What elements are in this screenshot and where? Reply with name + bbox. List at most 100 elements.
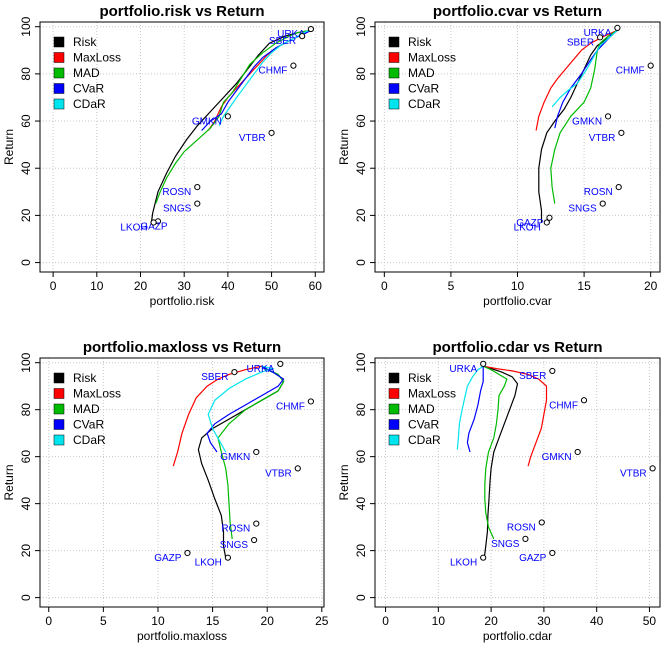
x-tick-label: 20	[484, 614, 498, 628]
asset-point-sngs	[599, 200, 606, 207]
asset-label-lkoh: LKOH	[195, 558, 222, 569]
x-tick-label: 10	[151, 614, 165, 628]
y-tick-label: 100	[354, 352, 368, 372]
asset-label-vtbr: VTBR	[589, 133, 616, 144]
legend-swatch	[53, 98, 65, 110]
chart-title: portfolio.maxloss vs Return	[83, 339, 281, 356]
legend-swatch	[388, 98, 400, 110]
asset-point-vtbr	[268, 129, 275, 136]
series-line-mad	[550, 29, 618, 204]
y-tick-label: 60	[19, 450, 33, 464]
asset-label-chmf: CHMF	[259, 66, 288, 77]
legend-swatch	[388, 83, 400, 94]
asset-label-sngs: SNGS	[568, 204, 597, 215]
y-tick-label: 40	[19, 497, 33, 511]
series-line-cdar	[218, 29, 312, 127]
asset-label-vtbr: VTBR	[265, 468, 292, 479]
asset-label-sngs: SNGS	[491, 539, 520, 550]
x-tick-label: 20	[261, 614, 275, 628]
legend-entry: MaxLoss	[408, 387, 456, 401]
asset-point-gmkn	[574, 448, 581, 456]
legend-swatch	[53, 403, 65, 415]
legend-swatch	[388, 434, 400, 446]
asset-label-vtbr: VTBR	[239, 133, 266, 144]
x-tick-label: 15	[577, 279, 591, 293]
series-line-risk	[150, 29, 312, 223]
asset-point-urka	[277, 360, 284, 367]
series-line-cdar	[207, 365, 276, 453]
asset-label-gmkn: GMKN	[572, 116, 602, 127]
x-tick-label: 0	[381, 279, 388, 293]
asset-label-lkoh: LKOH	[450, 558, 477, 569]
asset-point-urka	[307, 25, 314, 33]
y-tick-label: 0	[354, 259, 368, 266]
y-tick-label: 20	[19, 544, 33, 558]
y-tick-label: 20	[354, 544, 368, 558]
asset-point-gmkn	[253, 448, 260, 456]
asset-point-lkoh	[224, 554, 231, 561]
chart-panel-4: 0 10 20 30 40 50 0 20 40 60 80 100 portfolio.cdar vs…	[337, 339, 661, 643]
x-tick-label: 40	[590, 614, 604, 628]
plot-frame	[374, 357, 661, 608]
x-tick-label: 60	[309, 279, 323, 293]
asset-point-sber	[231, 368, 238, 376]
asset-point-sngs	[522, 535, 529, 542]
y-axis-label: Return	[2, 129, 16, 165]
asset-point-gazp	[549, 549, 556, 557]
asset-point-vtbr	[294, 465, 301, 472]
asset-point-lkoh	[150, 219, 157, 226]
x-tick-label: 0	[50, 279, 57, 293]
asset-point-rosn	[194, 183, 201, 191]
legend-entry: Risk	[408, 35, 432, 49]
asset-label-gmkn: GMKN	[542, 452, 572, 463]
asset-label-lkoh: LKOH	[120, 222, 147, 233]
y-axis-label: Return	[2, 464, 16, 500]
legend-swatch	[53, 388, 65, 399]
chart-title: portfolio.cvar vs Return	[433, 3, 602, 20]
y-tick-label: 0	[19, 259, 33, 266]
legend-entry: Risk	[408, 371, 432, 385]
x-tick-label: 5	[100, 614, 107, 628]
series-line-maxloss	[483, 365, 548, 467]
legend-swatch	[388, 372, 400, 384]
asset-label-rosn: ROSN	[221, 524, 250, 535]
legend-swatch	[53, 83, 65, 94]
asset-label-rosn: ROSN	[162, 187, 191, 198]
asset-point-vtbr	[649, 465, 656, 472]
legend-entry: CDaR	[408, 97, 441, 111]
legend-entry: CDaR	[73, 433, 106, 447]
y-tick-label: 0	[19, 594, 33, 601]
legend-swatch	[388, 388, 400, 399]
asset-label-chmf: CHMF	[276, 401, 305, 412]
y-tick-label: 80	[354, 67, 368, 81]
asset-point-vtbr	[618, 129, 625, 136]
legend-entry: CVaR	[73, 82, 104, 96]
legend-entry: CVaR	[408, 82, 439, 96]
series-line-cvar	[206, 365, 285, 453]
asset-label-gazp: GAZP	[519, 553, 547, 564]
series-line-cdar	[456, 365, 484, 450]
series-line-cvar	[466, 366, 484, 453]
x-tick-label: 5	[448, 279, 455, 293]
asset-point-rosn	[538, 519, 545, 526]
legend-entry: CVaR	[408, 418, 439, 432]
legend-entry: MAD	[73, 66, 100, 80]
asset-label-rosn: ROSN	[507, 522, 536, 533]
asset-label-sber: SBER	[269, 36, 296, 47]
asset-point-sngs	[194, 200, 201, 207]
y-tick-label: 20	[19, 208, 33, 222]
x-tick-label: 10	[432, 614, 446, 628]
legend-swatch	[388, 403, 400, 415]
asset-label-urka: URKA	[584, 28, 612, 39]
asset-point-rosn	[615, 183, 622, 191]
legend-swatch	[53, 372, 65, 384]
chart-panel-1: 0 10 20 30 40 50 60 0 20 40 60 80 100 portfolio.risk …	[2, 3, 325, 308]
asset-point-gmkn	[604, 113, 612, 120]
asset-label-gmkn: GMKN	[220, 452, 250, 463]
x-tick-label: 50	[265, 279, 279, 293]
chart-title: portfolio.cdar vs Return	[432, 339, 602, 356]
legend-swatch	[53, 36, 65, 48]
